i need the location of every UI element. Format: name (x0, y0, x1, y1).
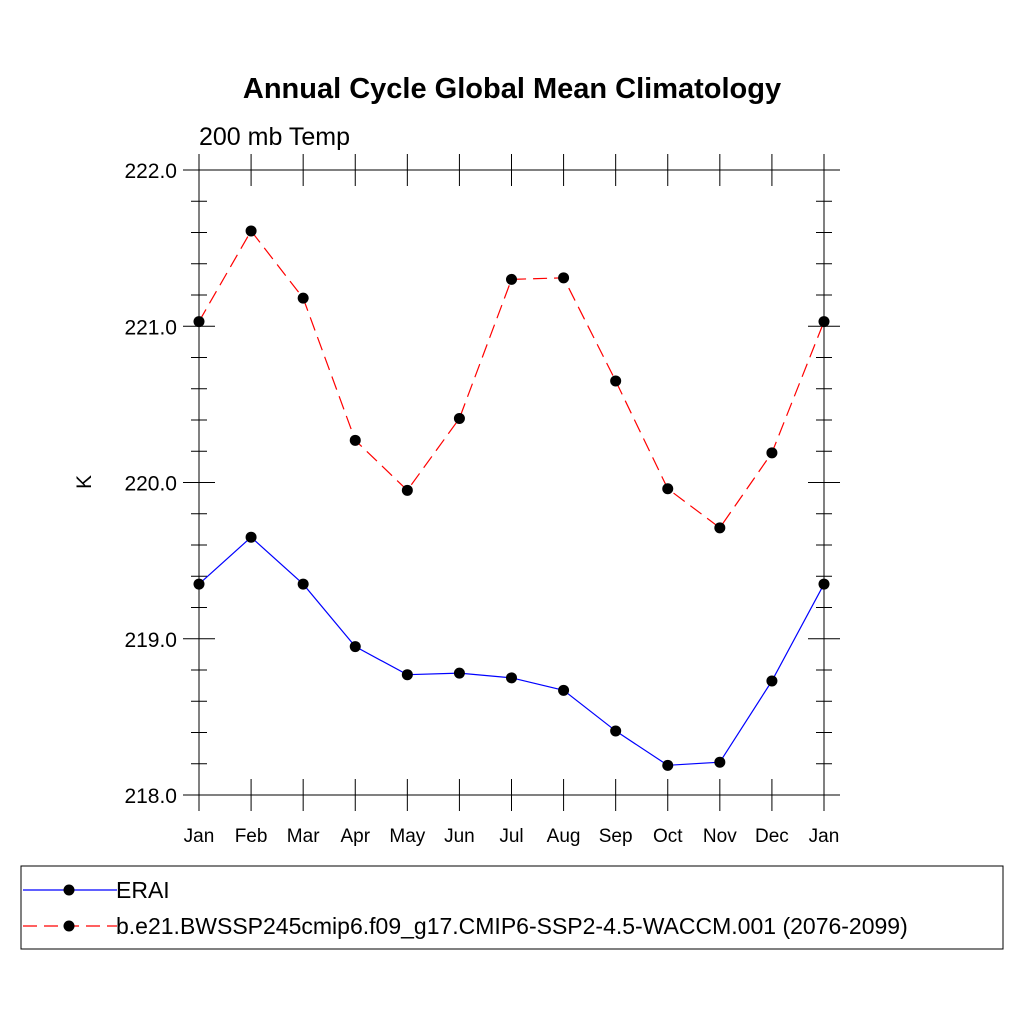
legend: ERAI b.e21.BWSSP245cmip6.f09_g17.CMIP6-SS… (23, 877, 908, 939)
y-axis-label: K (73, 475, 96, 489)
y-tick-label: 221.0 (124, 316, 177, 339)
series-1-point (818, 316, 830, 328)
series-1-point (506, 273, 517, 285)
x-tick-label: Feb (235, 826, 268, 847)
series-0-point (193, 578, 205, 590)
x-tick-label: Jul (499, 826, 523, 847)
series-layer (193, 225, 830, 771)
series-0-point (766, 675, 778, 687)
series-0-point (818, 578, 830, 590)
series-1-point (610, 375, 622, 387)
series-1-point (193, 316, 205, 328)
legend-marker-0 (63, 884, 75, 896)
y-tick-label: 220.0 (124, 473, 177, 496)
x-tick-label: Aug (547, 826, 581, 847)
x-tick-label: Jun (444, 826, 475, 847)
x-tick-label: Jan (184, 826, 215, 847)
legend-label-1: b.e21.BWSSP245cmip6.f09_g17.CMIP6-SSP2-4… (116, 913, 908, 939)
series-0-point (662, 759, 674, 771)
series-1-point (766, 447, 778, 459)
series-1-point (453, 412, 465, 424)
x-tick-label: Nov (703, 826, 737, 847)
y-tick-labels: 218.0 219.0 220.0 221.0 222.0 (124, 160, 177, 808)
series-0-point (506, 672, 517, 684)
series-0-point (245, 531, 257, 543)
series-0-point (610, 725, 622, 737)
x-tick-labels: Jan Feb Mar Apr May Jun Jul Aug Sep Oct Nov Dec Jan (184, 826, 840, 847)
x-tick-label: Mar (287, 826, 320, 847)
series-0-point (558, 684, 570, 696)
x-tick-label: Sep (599, 826, 633, 847)
major-ticks (183, 154, 840, 811)
legend-marker-1 (63, 920, 75, 932)
minor-ticks (191, 200, 832, 765)
x-tick-label: Apr (340, 826, 370, 847)
plot-frame (198, 169, 825, 796)
series-0-point (453, 667, 465, 679)
chart-title: Annual Cycle Global Mean Climatology (243, 73, 781, 105)
chart-subtitle: 200 mb Temp (199, 123, 350, 151)
series-1-point (245, 225, 257, 237)
y-tick-label: 219.0 (124, 629, 177, 652)
series-1-point (714, 522, 726, 534)
x-tick-label: Dec (755, 826, 789, 847)
series-0-point (714, 756, 726, 768)
series-1-point (558, 272, 570, 284)
x-tick-label: Oct (653, 826, 683, 847)
series-0-point (349, 641, 361, 653)
series-1-point (297, 292, 309, 304)
series-0-point (401, 669, 413, 681)
y-tick-label: 218.0 (124, 785, 177, 808)
x-tick-label: Jan (809, 826, 840, 847)
y-tick-label: 222.0 (124, 160, 177, 183)
series-line-0 (198, 536, 825, 766)
series-1-point (349, 434, 361, 446)
legend-label-0: ERAI (116, 877, 170, 903)
series-0-point (297, 578, 309, 590)
series-1-point (401, 484, 413, 496)
legend-box (20, 865, 1004, 950)
x-tick-label: May (389, 826, 425, 847)
series-1-point (662, 483, 674, 495)
